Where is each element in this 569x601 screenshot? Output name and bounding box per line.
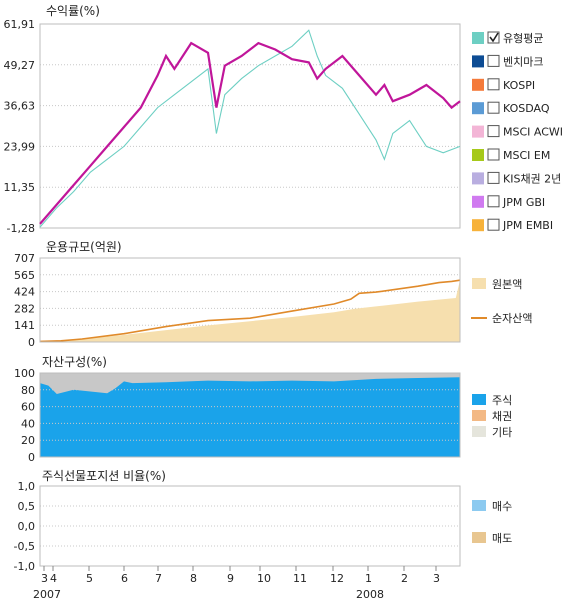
legend-checkbox xyxy=(487,101,500,114)
legend-label: 기타 xyxy=(492,426,512,439)
returns-ytick: 61,91 xyxy=(4,18,36,31)
size-ytick: 0 xyxy=(28,336,35,349)
legend-checkbox xyxy=(487,171,500,184)
legend-label: KIS채권 2년 xyxy=(503,172,561,185)
legend-swatch xyxy=(472,172,484,185)
legend-label: 주식 xyxy=(492,394,512,407)
futures-plot-frame xyxy=(39,485,461,567)
legend-swatch xyxy=(472,426,486,437)
stock-area xyxy=(40,377,460,457)
x-tick-label: 3 xyxy=(41,572,48,585)
original-amount-area xyxy=(40,280,460,342)
size-title: 운용규모(억원) xyxy=(46,240,122,254)
legend-label: 유형평균 xyxy=(503,32,543,45)
legend-label: JPM GBI xyxy=(502,196,545,209)
legend-swatch xyxy=(472,32,484,44)
returns-series-line-1 xyxy=(39,41,461,225)
legend-label: 채권 xyxy=(492,410,512,423)
composition-ytick: 20 xyxy=(21,434,35,447)
futures-ytick: -1,0 xyxy=(14,560,35,573)
legend-swatch xyxy=(472,410,486,421)
legend-checkbox xyxy=(487,218,500,231)
x-tick-label: 9 xyxy=(227,572,234,585)
x-tick-label: 6 xyxy=(121,572,128,585)
x-tick-label: 11 xyxy=(293,572,307,585)
returns-plot-frame xyxy=(39,23,461,229)
size-ytick: 565 xyxy=(14,269,35,282)
size-ytick: 707 xyxy=(14,252,35,265)
legend-label: 매도 xyxy=(492,532,512,545)
returns-ytick: 49,27 xyxy=(4,59,36,72)
returns-series-line-0 xyxy=(39,29,461,228)
size-ytick: 141 xyxy=(14,319,35,332)
returns-ytick: 36,63 xyxy=(4,100,36,113)
composition-title: 자산구성(%) xyxy=(42,355,107,369)
legend-label: 원본액 xyxy=(492,278,522,291)
x-tick-label: 8 xyxy=(190,572,197,585)
legend-swatch xyxy=(472,532,486,543)
x-tick-label: 10 xyxy=(257,572,271,585)
futures-title: 주식선물포지션 비율(%) xyxy=(42,469,166,483)
legend-checkbox xyxy=(487,78,500,91)
legend-label: KOSPI xyxy=(503,79,535,92)
legend-checkbox xyxy=(487,125,500,138)
year-label: 2008 xyxy=(356,588,384,601)
returns-ytick: 11,35 xyxy=(4,181,36,194)
legend-checkbox xyxy=(487,195,500,208)
legend-label: KOSDAQ xyxy=(503,102,550,115)
futures-ytick: -0,5 xyxy=(14,540,35,553)
legend-label: JPM EMBI xyxy=(502,219,553,232)
legend-swatch xyxy=(472,219,484,232)
size-plot-frame xyxy=(39,257,461,343)
composition-ytick: 0 xyxy=(28,451,35,464)
composition-ytick: 80 xyxy=(21,384,35,397)
size-ytick: 282 xyxy=(14,302,35,315)
size-ytick: 424 xyxy=(14,286,35,299)
x-tick-label: 3 xyxy=(433,572,440,585)
legend-label: 순자산액 xyxy=(492,312,532,325)
returns-ytick: 23,99 xyxy=(4,140,36,153)
legend-checkbox xyxy=(487,54,500,67)
futures-ytick: 0,0 xyxy=(18,520,36,533)
year-label: 2007 xyxy=(33,588,61,601)
returns-title: 수익률(%) xyxy=(46,4,100,18)
x-tick-label: 12 xyxy=(330,572,344,585)
legend-swatch xyxy=(472,149,484,161)
composition-ytick: 100 xyxy=(14,367,35,380)
legend-label: MSCI ACWI xyxy=(503,126,563,139)
x-tick-label: 2 xyxy=(401,572,408,585)
legend-swatch xyxy=(472,102,484,115)
legend-label: 매수 xyxy=(492,500,512,513)
legend-checkbox xyxy=(487,31,500,44)
futures-ytick: 1,0 xyxy=(18,480,36,493)
composition-ytick: 40 xyxy=(21,417,35,430)
legend-swatch xyxy=(472,278,486,289)
legend-label: 벤치마크 xyxy=(503,55,543,68)
legend-swatch xyxy=(472,500,486,511)
futures-ytick: 0,5 xyxy=(18,500,36,513)
legend-swatch xyxy=(472,55,484,68)
legend-swatch xyxy=(472,78,484,91)
x-tick-label: 5 xyxy=(86,572,93,585)
legend-label: MSCI EM xyxy=(503,149,550,162)
composition-plot-frame xyxy=(39,372,461,458)
net-asset-line xyxy=(39,279,461,343)
returns-ytick: -1,28 xyxy=(7,222,35,235)
legend-checkbox xyxy=(487,148,500,161)
x-tick-label: 1 xyxy=(365,572,372,585)
x-tick-label: 7 xyxy=(155,572,162,585)
legend-swatch xyxy=(472,125,484,138)
legend-swatch xyxy=(472,394,486,405)
composition-ytick: 60 xyxy=(21,401,35,414)
check-icon xyxy=(489,32,499,43)
legend-swatch xyxy=(472,195,484,208)
x-tick-label: 4 xyxy=(50,572,57,585)
